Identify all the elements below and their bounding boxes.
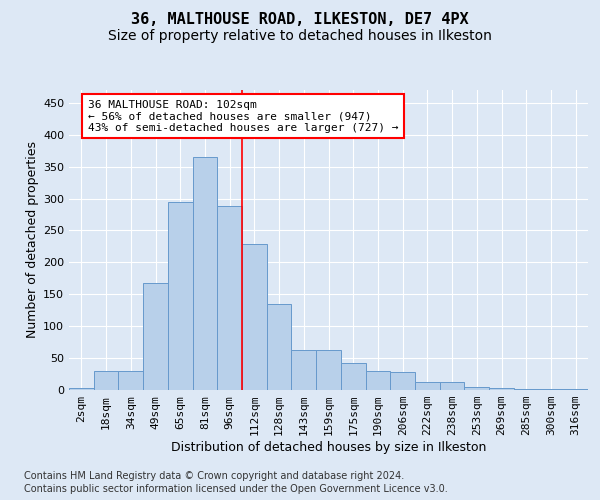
Bar (489, 388, 514, 390)
Bar (94, 371, 118, 390)
Text: 36, MALTHOUSE ROAD, ILKESTON, DE7 4PX: 36, MALTHOUSE ROAD, ILKESTON, DE7 4PX (131, 12, 469, 28)
Text: Contains public sector information licensed under the Open Government Licence v3: Contains public sector information licen… (24, 484, 448, 494)
Bar (267, 304, 292, 390)
Text: 36 MALTHOUSE ROAD: 102sqm
← 56% of detached houses are smaller (947)
43% of semi: 36 MALTHOUSE ROAD: 102sqm ← 56% of detac… (88, 100, 398, 133)
Text: Contains HM Land Registry data © Crown copyright and database right 2024.: Contains HM Land Registry data © Crown c… (24, 471, 404, 481)
Bar (316, 350, 341, 390)
Bar (514, 388, 539, 390)
Bar (365, 371, 390, 390)
Bar (440, 382, 464, 390)
Bar (217, 206, 242, 390)
Bar (242, 244, 267, 390)
Bar (143, 284, 168, 390)
Bar (193, 157, 217, 390)
Bar (292, 350, 316, 390)
Bar (341, 362, 365, 390)
Y-axis label: Number of detached properties: Number of detached properties (26, 142, 39, 338)
X-axis label: Distribution of detached houses by size in Ilkeston: Distribution of detached houses by size … (171, 441, 486, 454)
Bar (69, 388, 94, 390)
Bar (118, 371, 143, 390)
Bar (168, 202, 193, 390)
Bar (390, 372, 415, 390)
Bar (464, 387, 489, 390)
Text: Size of property relative to detached houses in Ilkeston: Size of property relative to detached ho… (108, 29, 492, 43)
Bar (415, 382, 440, 390)
